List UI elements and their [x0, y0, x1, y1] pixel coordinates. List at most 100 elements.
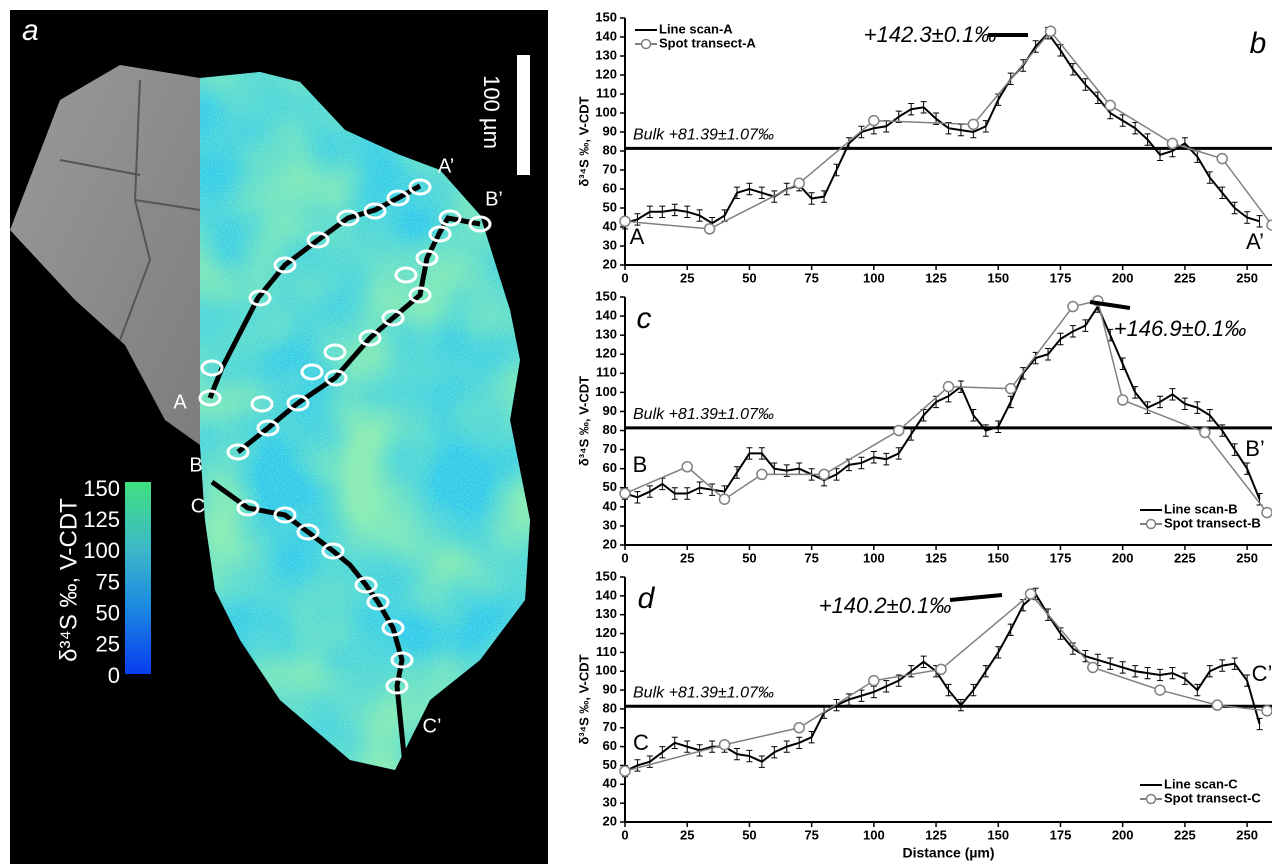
error-bar [696, 209, 703, 222]
y-tick-label: 120 [595, 66, 617, 81]
scale-label: 100 µm [479, 75, 504, 149]
panel-label: c [637, 302, 652, 335]
y-tick-label: 120 [595, 625, 617, 640]
colorbar-tick-label: 50 [96, 600, 120, 625]
error-bar [758, 447, 765, 460]
y-tick-label: 90 [603, 682, 617, 697]
x-tick-label: 225 [1174, 827, 1196, 842]
x-tick-label: 25 [680, 550, 694, 565]
error-bar [995, 420, 1002, 433]
x-tick-label: 100 [863, 270, 885, 285]
error-bar [709, 740, 716, 753]
spot-point [1261, 506, 1272, 519]
error-bar [1069, 63, 1076, 76]
error-bar [1169, 388, 1176, 401]
error-bar [883, 680, 890, 693]
spot-point [718, 493, 731, 505]
colorbar-tick-label: 25 [96, 632, 120, 657]
error-bar [758, 186, 765, 199]
legend-marker [640, 38, 652, 50]
colorbar [125, 482, 151, 674]
error-bar [696, 744, 703, 757]
x-tick-label: 225 [1174, 270, 1196, 285]
error-bar [671, 487, 678, 500]
error-bar [821, 190, 828, 203]
y-tick-label: 60 [603, 180, 617, 195]
annotation-bar [949, 593, 1003, 602]
y-tick-label: 60 [603, 738, 617, 753]
legend-label: Spot transect-A [659, 35, 756, 50]
error-bar [646, 485, 653, 498]
peak-annotation: +140.2±0.1‰ [819, 593, 952, 618]
end-label: A’ [1246, 229, 1264, 254]
y-tick-label: 50 [603, 757, 617, 772]
spot-point [1211, 699, 1224, 711]
x-tick-label: 0 [621, 550, 628, 565]
error-bar [1157, 395, 1164, 409]
error-bar [808, 731, 815, 744]
line-scan [624, 304, 1261, 500]
colorbar-tick-label: 100 [83, 538, 120, 563]
legend-label: Spot transect-C [1164, 790, 1261, 805]
error-bar [1045, 348, 1052, 361]
error-bar [1132, 122, 1139, 135]
y-tick-label: 80 [603, 422, 617, 437]
x-axis-label: Distance (µm) [902, 845, 994, 861]
y-tick-label: 50 [603, 199, 617, 214]
peak-annotation: +142.3±0.1‰ [864, 22, 997, 47]
error-bar [1157, 148, 1164, 161]
spot-point [892, 424, 905, 437]
y-tick-label: 30 [603, 517, 617, 532]
error-bar [982, 120, 989, 133]
line-chart: 20 30 40 50 60 70 80 90 100 110 120 130 140 150 0 25 50 7… [576, 9, 1272, 285]
error-bar [1219, 186, 1226, 199]
spot-point [967, 118, 980, 131]
transect-label: C’ [423, 715, 442, 737]
y-tick-label: 130 [595, 606, 617, 621]
error-bar [1069, 325, 1076, 338]
x-tick-label: 25 [680, 270, 694, 285]
x-tick-label: 175 [1050, 827, 1072, 842]
error-bar [1144, 666, 1151, 680]
spot-point [1004, 382, 1017, 395]
error-bar [833, 699, 840, 712]
error-bar [796, 736, 803, 749]
x-tick-label: 175 [1050, 550, 1072, 565]
scale-bar [517, 55, 530, 175]
y-tick-label: 20 [603, 256, 617, 271]
error-bar [1007, 623, 1014, 636]
transect-labels: A A’ B B’ C C’ [173, 155, 503, 737]
error-bar [1231, 443, 1238, 456]
error-bar [1107, 657, 1114, 670]
spot-point [1087, 661, 1099, 674]
error-bar [1082, 78, 1089, 91]
y-tick-label: 110 [596, 644, 617, 659]
colorbar-tick-label: 125 [83, 507, 120, 532]
transect-label: B [189, 454, 202, 476]
spot-point [1216, 152, 1228, 165]
x-tick-label: 150 [987, 550, 1009, 565]
y-axis-label: δ³⁴S ‰, V-CDT [576, 96, 591, 186]
y-tick-label: 130 [595, 327, 617, 342]
peak-annotation: +146.9±0.1‰ [1114, 316, 1247, 341]
error-bar [696, 481, 703, 494]
y-tick-label: 100 [595, 104, 617, 119]
error-bar [1206, 409, 1213, 422]
x-tick-label: 75 [804, 270, 818, 285]
y-tick-label: 150 [595, 288, 617, 303]
error-bar [895, 110, 902, 123]
x-tick-label: 125 [925, 550, 947, 565]
error-bar [1157, 668, 1164, 682]
spot-line [624, 592, 1268, 772]
spot-point [868, 674, 880, 687]
error-bar [684, 487, 691, 500]
error-bar [982, 424, 989, 437]
spot-point [1104, 99, 1116, 112]
transect-label: A [173, 391, 187, 413]
error-bar [1244, 211, 1251, 224]
y-tick-label: 50 [603, 479, 617, 494]
error-bar [758, 755, 765, 768]
legend-label: Spot transect-B [1164, 515, 1261, 530]
spot-point [793, 722, 805, 734]
